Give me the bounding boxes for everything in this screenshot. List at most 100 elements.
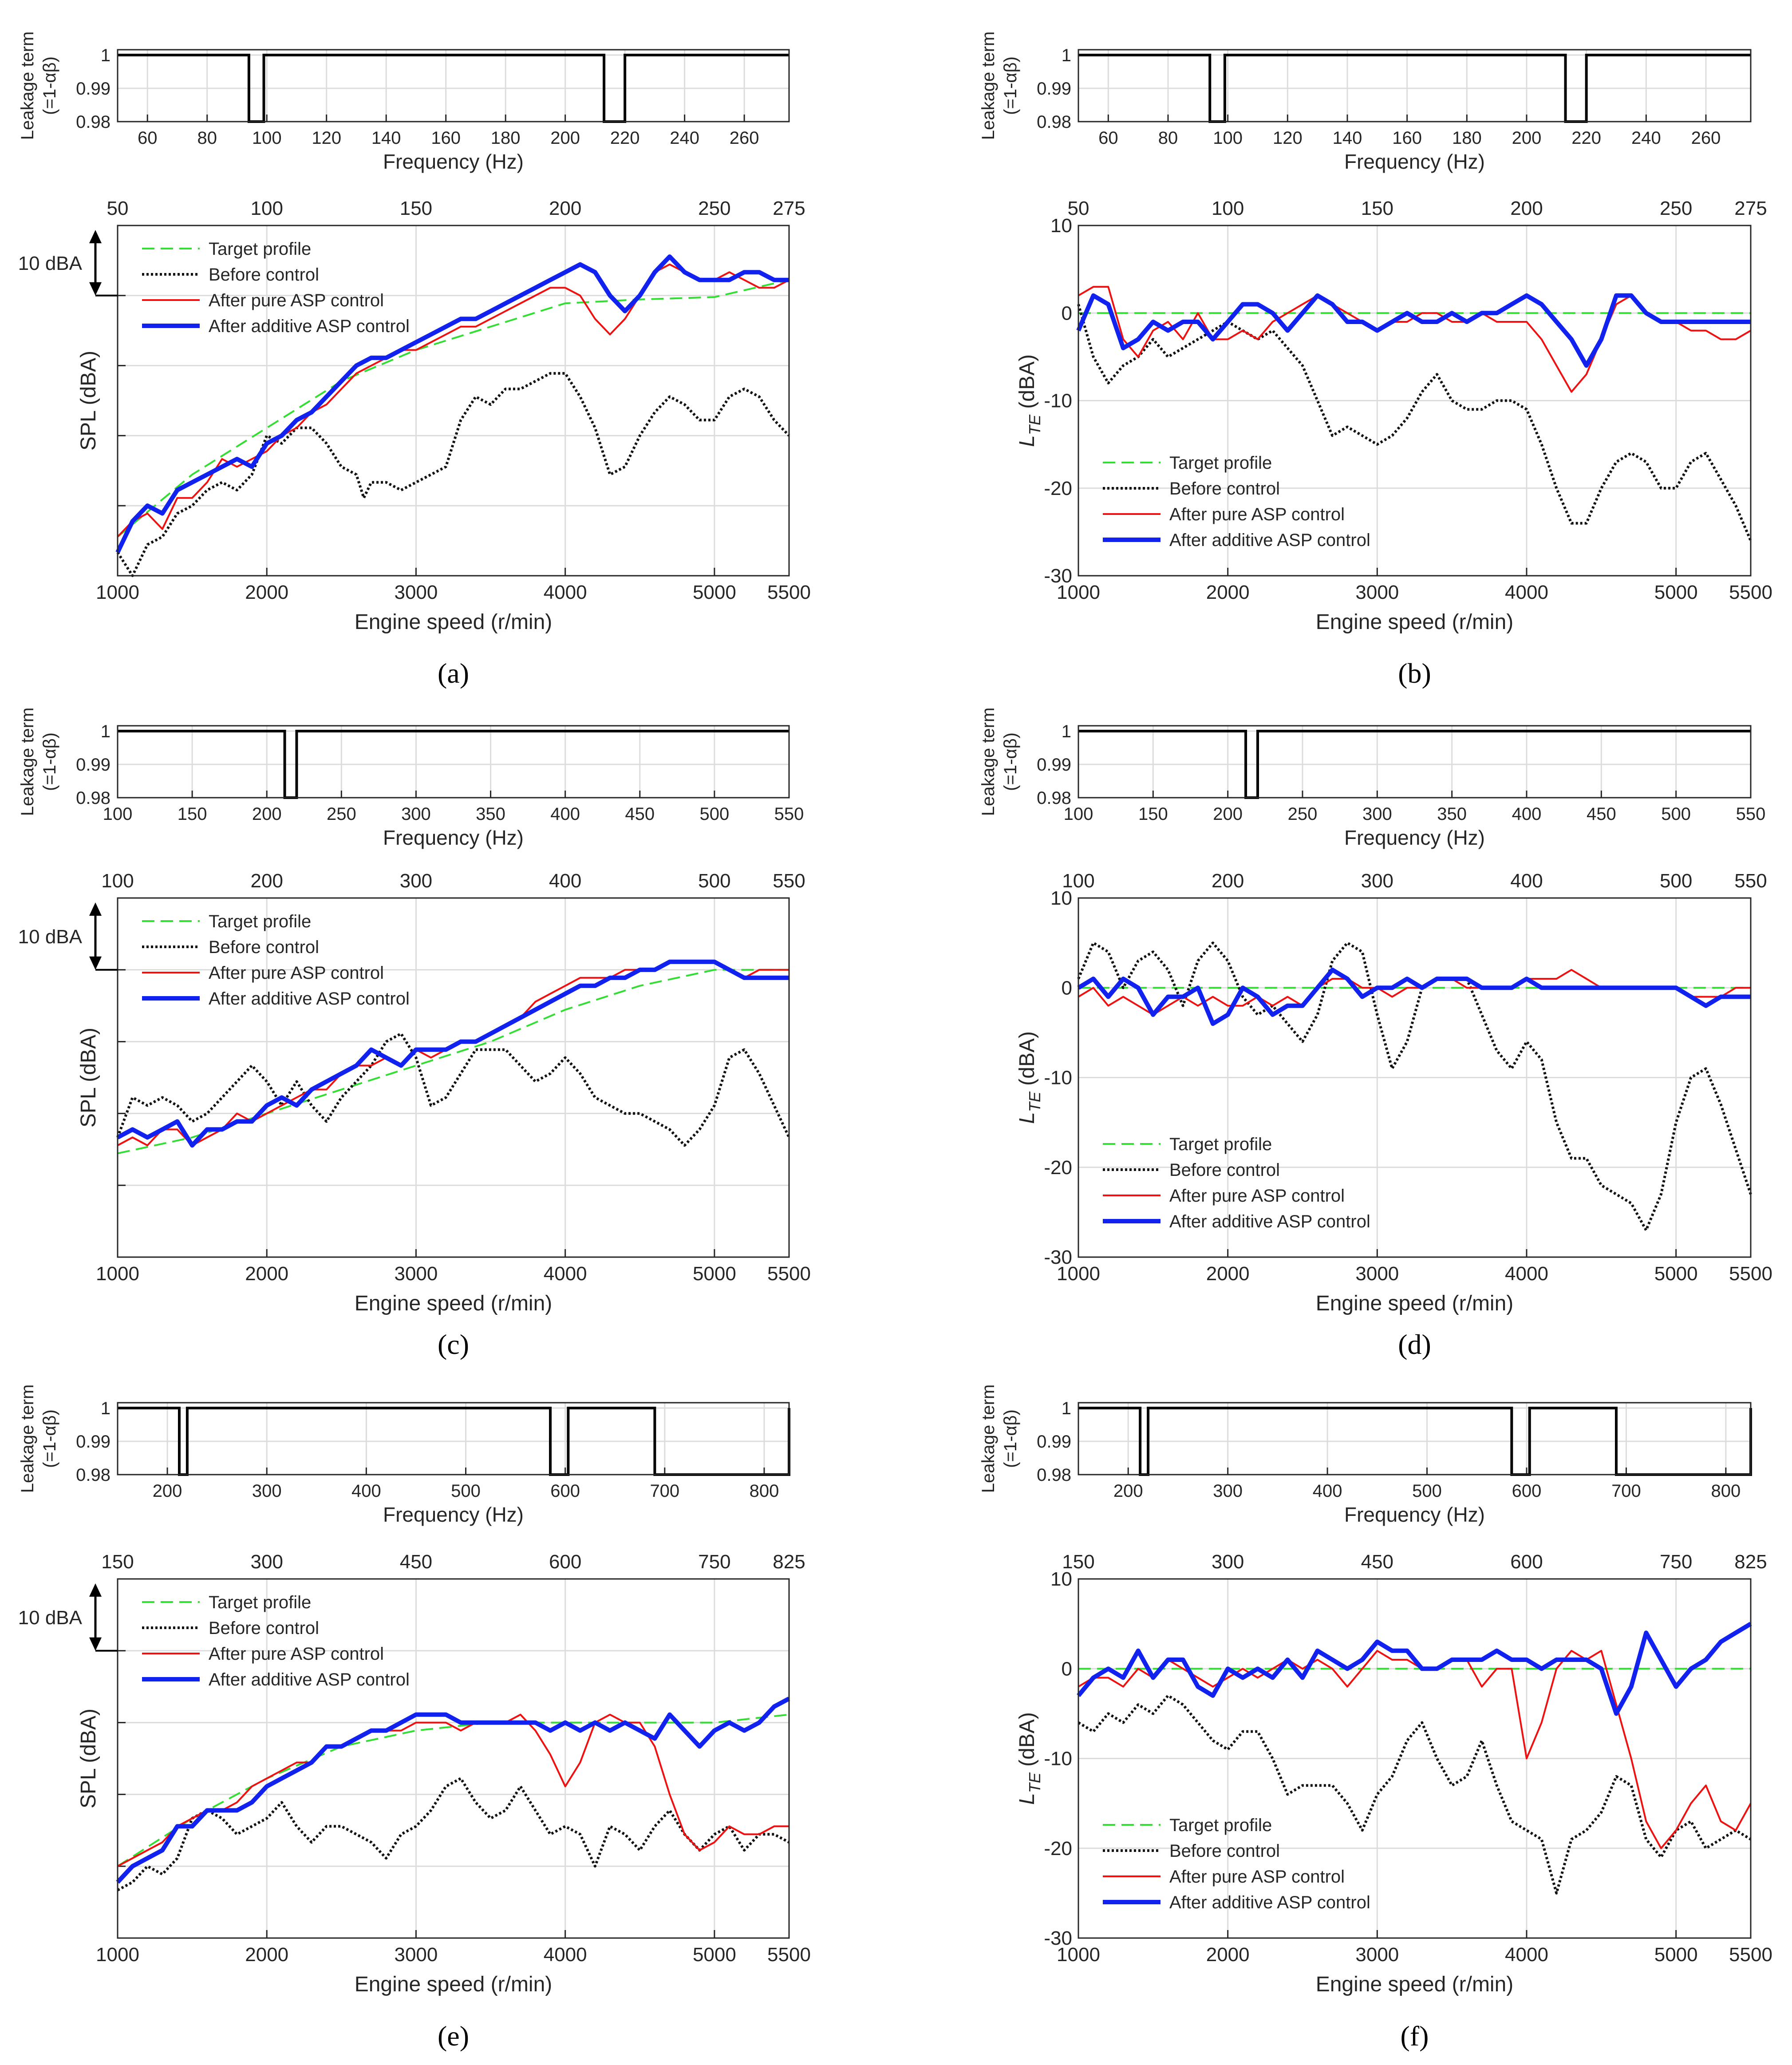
legend-label-target: Target profile [209, 912, 311, 931]
xtick-label: 4000 [1505, 1263, 1548, 1285]
main-plot-area [118, 898, 789, 1257]
legend-label-before: Before control [209, 938, 319, 957]
xtick-label: 4000 [544, 1944, 587, 1966]
legend-label-additive: After additive ASP control [1169, 530, 1370, 550]
series-additive-line [1076, 293, 1751, 368]
leakage-ytick-label: 1 [101, 46, 111, 65]
ytick-label: -30 [1044, 565, 1072, 587]
freq-tick-label: 200 [1512, 128, 1542, 148]
xtick-label: 1000 [1057, 1263, 1100, 1285]
ytick-label: -20 [1044, 478, 1072, 499]
scale-bar-arrow-down [89, 956, 102, 970]
legend-label-target: Target profile [209, 1593, 311, 1612]
xtick-label: 5000 [1654, 1263, 1698, 1285]
freq-tick-label: 220 [1571, 128, 1601, 148]
leakage-frame [117, 725, 790, 799]
top-xtick-label: 200 [1212, 870, 1244, 892]
freq-tick-label: 200 [1213, 804, 1243, 824]
scale-bar-arrow-up [89, 902, 102, 916]
top-xtick-label: 450 [1361, 1551, 1393, 1573]
freq-tick-label: 800 [750, 1481, 779, 1501]
freq-tick-label: 200 [1113, 1481, 1143, 1501]
leakage-subplot: 1 0.99 0.98 60 80 100 120 140 160 180 200 220 240 260… [18, 32, 790, 173]
xtick-label: 3000 [394, 1944, 438, 1966]
leakage-plot-area [118, 726, 789, 798]
panel-a: 1 0.99 0.98 60 80 100 120 140 160 180 200 220 240 260… [18, 32, 811, 689]
leakage-ylabel: Leakage term [979, 708, 998, 816]
freq-tick-label: 300 [252, 1481, 282, 1501]
top-xtick-label: 275 [773, 198, 805, 219]
series-before-line [1078, 1694, 1752, 1895]
scale-bar-arrow-down [89, 1637, 102, 1651]
freq-tick-label: 120 [312, 128, 341, 148]
freq-tick-label: 150 [1138, 804, 1168, 824]
yaxis-label: SPL (dBA) [77, 1028, 100, 1127]
top-xtick-label: 550 [1734, 870, 1767, 892]
leakage-ytick-label: 0.98 [76, 112, 111, 132]
yaxis-label-unit: (dBA) [1015, 1031, 1039, 1092]
legend-label-before: Before control [1169, 479, 1280, 498]
top-xtick-label: 275 [1734, 198, 1767, 219]
freq-tick-label: 100 [1213, 128, 1243, 148]
leakage-ytick-label: 0.99 [1037, 1432, 1071, 1452]
freq-axis-label: Frequency (Hz) [1344, 150, 1485, 173]
xtick-label: 1000 [1057, 1944, 1100, 1966]
leakage-ylabel: Leakage term [979, 1385, 998, 1493]
freq-tick-label: 140 [1333, 128, 1362, 148]
ytick-label: 0 [1062, 977, 1072, 999]
freq-tick-label: 200 [550, 128, 580, 148]
freq-tick-label: 300 [401, 804, 431, 824]
top-xtick-label: 300 [400, 870, 432, 892]
leakage-ylabel-formula: (=1-αβ) [40, 56, 59, 115]
xtick-label: 3000 [1355, 1944, 1399, 1966]
freq-tick-label: 200 [252, 804, 282, 824]
xaxis-label: Engine speed (r/min) [355, 610, 553, 634]
leakage-ytick-label: 1 [1062, 1399, 1071, 1418]
xtick-label: 1000 [96, 1263, 139, 1285]
top-xtick-label: 200 [251, 870, 283, 892]
main-frame [1078, 897, 1752, 1258]
freq-tick-label: 400 [550, 804, 580, 824]
freq-tick-label: 500 [700, 804, 730, 824]
top-xtick-label: 150 [1062, 1551, 1094, 1573]
leakage-ytick-label: 0.99 [1037, 79, 1071, 99]
top-xtick-label: 500 [1660, 870, 1692, 892]
freq-tick-label: 150 [178, 804, 207, 824]
series-before-line [1077, 304, 1752, 542]
freq-tick-label: 600 [550, 1481, 580, 1501]
leakage-frame [1078, 1402, 1752, 1476]
yaxis-label: SPL (dBA) [77, 1709, 100, 1808]
xtick-label: 5500 [1729, 1944, 1772, 1966]
xtick-label: 2000 [1206, 1263, 1250, 1285]
yaxis-label-symbol: L [1015, 435, 1039, 447]
top-xtick-label: 100 [101, 870, 134, 892]
yaxis-label: SPL (dBA) [77, 351, 100, 451]
freq-tick-label: 800 [1711, 1481, 1741, 1501]
series-before-line [116, 1032, 790, 1147]
yaxis-label-symbol: L [1015, 1112, 1039, 1124]
scale-bar-label: 10 dBA [18, 253, 83, 274]
xtick-label: 2000 [245, 1263, 288, 1285]
freq-tick-label: 550 [774, 804, 804, 824]
top-xtick-label: 550 [773, 870, 805, 892]
legend-label-pure: After pure ASP control [1169, 505, 1345, 524]
panel-label: (b) [1398, 657, 1431, 689]
legend-label-additive: After additive ASP control [209, 316, 410, 336]
main-subplot: 1000 2000 3000 4000 5000 5500 150 300 450 600 750 8… [18, 1551, 811, 1996]
xtick-label: 1000 [96, 1944, 139, 1966]
panel-label: (f) [1401, 2020, 1429, 2052]
xtick-label: 5000 [693, 582, 736, 603]
yaxis-label: LTE (dBA) [1015, 1031, 1044, 1124]
freq-tick-label: 500 [451, 1481, 481, 1501]
freq-axis-label: Frequency (Hz) [383, 826, 524, 849]
leakage-ylabel: Leakage term [979, 32, 998, 140]
yaxis-label-unit: (dBA) [1015, 1712, 1039, 1772]
series-target-line [117, 1713, 789, 1867]
freq-tick-label: 180 [1452, 128, 1482, 148]
leakage-ytick-label: 0.98 [76, 1465, 111, 1485]
leakage-plot-area [1078, 1403, 1751, 1475]
xtick-label: 5500 [767, 1944, 811, 1966]
